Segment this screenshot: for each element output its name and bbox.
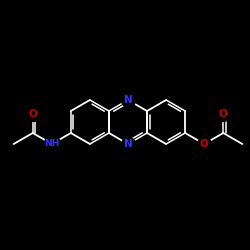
- Text: O: O: [219, 109, 228, 119]
- Text: NH: NH: [44, 140, 60, 148]
- Text: N: N: [124, 95, 132, 105]
- Text: N: N: [124, 139, 132, 149]
- Text: O: O: [200, 139, 208, 149]
- Text: O: O: [28, 109, 37, 119]
